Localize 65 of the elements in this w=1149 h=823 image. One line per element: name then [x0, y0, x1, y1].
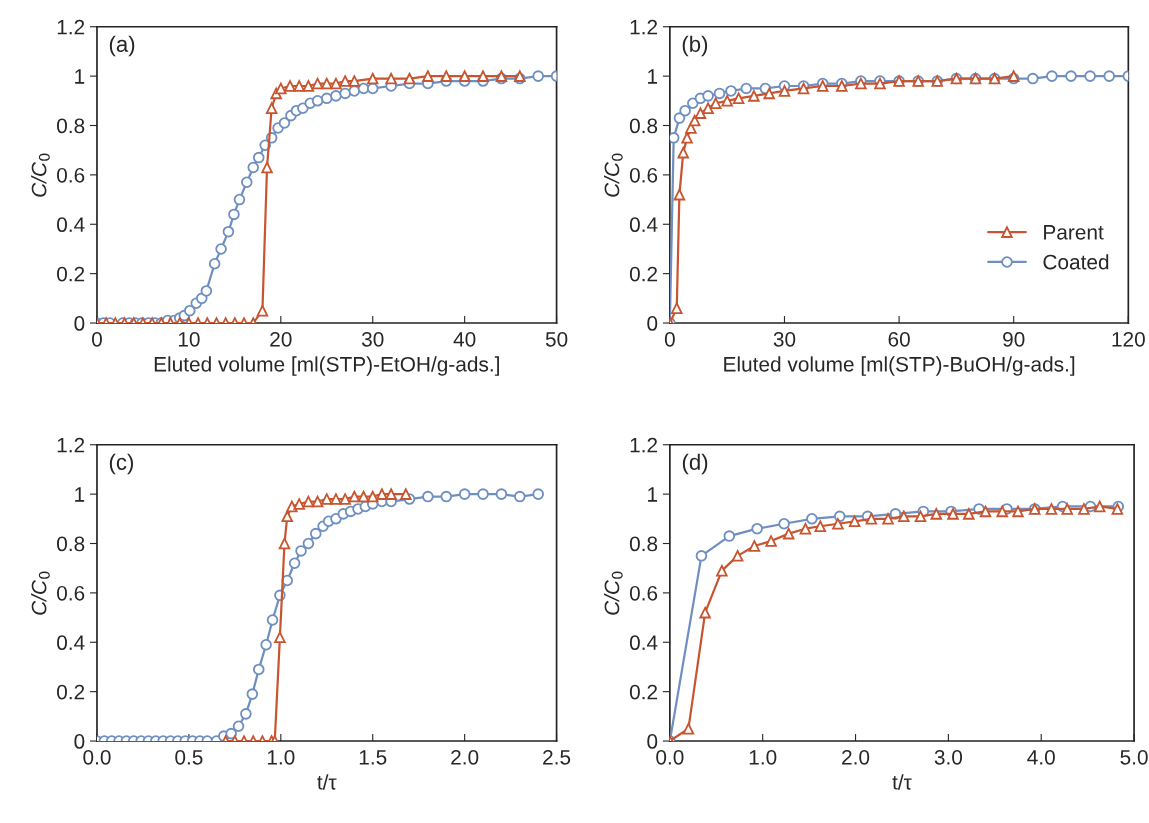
y-tick-label: 0.8: [57, 118, 85, 134]
y-tick-label: 0.4: [57, 635, 85, 651]
x-tick-label: 30: [773, 331, 796, 347]
x-tick-label: 10: [178, 331, 200, 347]
y-tick-label: 1: [648, 487, 658, 502]
x-tick-label: 0: [664, 331, 675, 347]
annotation: (b): [682, 35, 708, 57]
y-tick-label: 0: [647, 316, 658, 331]
y-tick-label: 0.4: [629, 635, 658, 651]
x-tick-label: 1.0: [267, 749, 295, 765]
annotation: (c): [109, 453, 133, 475]
y-tick-label: 0.2: [629, 684, 658, 700]
x-tick-label: 2.5: [543, 749, 571, 765]
y-tick-label: 0: [74, 316, 85, 331]
y-axis-title: C/C$_{0}$: [604, 153, 623, 197]
y-tick-label: 0.2: [57, 266, 85, 282]
x-tick-label: 3.0: [934, 749, 963, 765]
x-tick-label: 50: [545, 331, 568, 347]
x-tick-label: 0.0: [656, 749, 684, 765]
x-tick-label: 90: [1003, 331, 1025, 347]
x-axis-title: Eluted volume [ml(STP)-EtOH/g-ads.]: [154, 356, 499, 376]
y-tick-label: 0.6: [629, 167, 658, 183]
y-tick-label: 0.2: [57, 684, 85, 700]
y-tick-label: 0.6: [57, 585, 85, 601]
x-tick-label: 4.0: [1027, 749, 1055, 765]
y-tick-label: 0.8: [629, 118, 658, 134]
x-tick-label: 20: [270, 331, 292, 347]
x-axis-title: Eluted volume [ml(STP)-BuOH/g-ads.]: [724, 356, 1075, 376]
y-tick-label: 1.2: [630, 19, 658, 35]
legend-label: Parent: [1044, 225, 1104, 240]
y-tick-label: 0.2: [629, 266, 658, 282]
x-tick-label: 2.0: [451, 749, 479, 765]
annotation: (d): [682, 453, 708, 475]
legend-label: Coated: [1043, 254, 1109, 270]
x-tick-label: 0: [92, 331, 102, 347]
x-tick-label: 2.0: [842, 749, 870, 765]
x-tick-label: 30: [361, 331, 384, 347]
x-tick-label: 1.0: [749, 749, 777, 765]
y-tick-label: 1: [75, 69, 85, 84]
y-tick-label: 0.4: [57, 217, 85, 233]
y-tick-label: 1: [75, 487, 85, 502]
y-tick-label: 0.6: [57, 167, 85, 183]
y-tick-label: 1.2: [630, 437, 658, 453]
x-tick-label: 0.5: [175, 749, 203, 765]
y-axis-title: C/C$_{0}$: [31, 571, 50, 615]
x-tick-label: 60: [888, 331, 910, 347]
y-tick-label: 0: [74, 734, 85, 749]
x-axis-title: t/τ: [317, 774, 337, 790]
y-tick-label: 0.6: [629, 585, 658, 601]
y-tick-label: 0: [647, 734, 658, 749]
y-tick-label: 1: [648, 69, 658, 84]
x-axis-title: t/τ: [892, 774, 912, 790]
y-tick-label: 0.4: [629, 217, 658, 233]
y-tick-label: 0.8: [629, 536, 658, 552]
y-tick-label: 1.2: [57, 19, 85, 35]
x-tick-label: 120: [1112, 331, 1145, 347]
annotation: (a): [109, 35, 135, 57]
x-tick-label: 0.0: [83, 749, 111, 765]
x-tick-label: 1.5: [359, 750, 387, 765]
x-tick-label: 5.0: [1120, 749, 1148, 765]
x-tick-label: 40: [453, 331, 476, 347]
y-axis-title: C/C$_{0}$: [31, 153, 50, 197]
y-tick-label: 0.8: [57, 536, 85, 552]
y-axis-title: C/C$_{0}$: [604, 571, 623, 615]
y-tick-label: 1.2: [57, 437, 85, 453]
